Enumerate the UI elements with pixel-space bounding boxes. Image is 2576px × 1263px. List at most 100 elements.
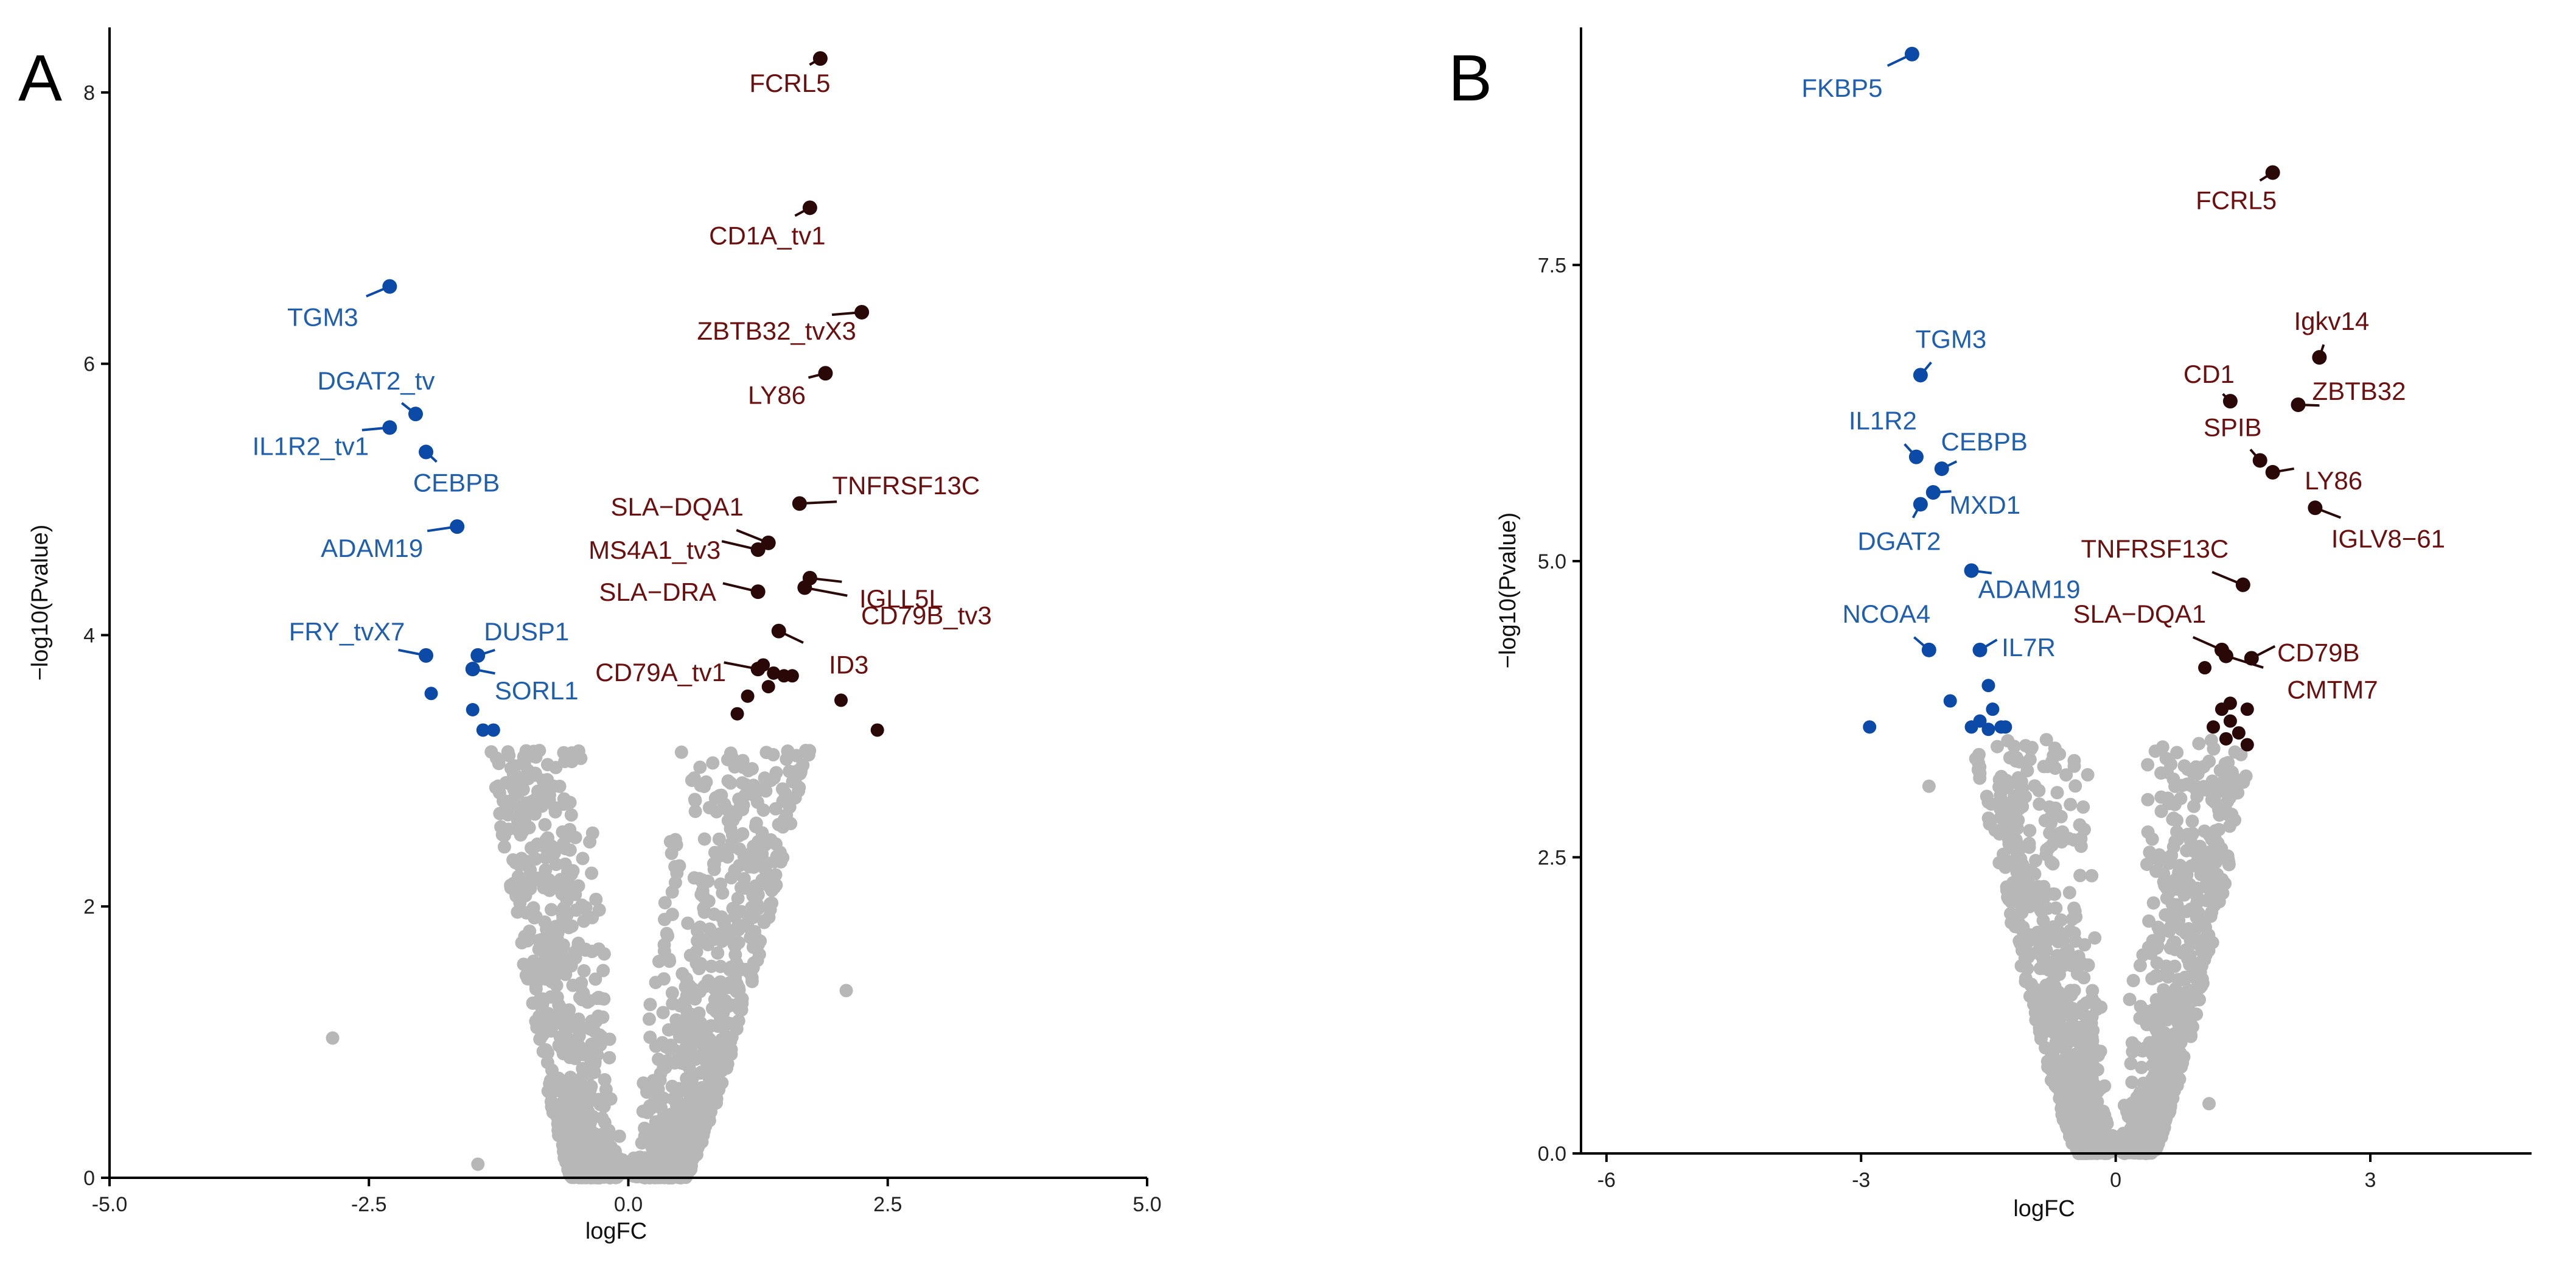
down-regulated-point	[486, 723, 500, 737]
up-regulated-point	[2222, 394, 2238, 409]
ns-point	[2023, 824, 2037, 838]
y-tick-label: 5.0	[1538, 550, 1566, 573]
ns-point	[1991, 740, 2004, 754]
ns-point	[679, 980, 693, 994]
ns-point	[674, 1056, 688, 1070]
y-tick-label: 6	[83, 353, 95, 376]
down-regulated-point	[450, 519, 465, 534]
significant-points	[424, 658, 884, 737]
ns-point	[2020, 764, 2034, 778]
ns-point	[2019, 974, 2033, 988]
x-tick-label: 0.0	[614, 1193, 643, 1216]
ns-point	[688, 805, 702, 818]
ns-point	[749, 820, 763, 833]
gene-label: CD79B	[2277, 638, 2359, 666]
ns-point	[544, 960, 558, 974]
ns-point	[644, 1133, 658, 1147]
ns-point	[640, 1085, 654, 1099]
ns-point	[589, 892, 603, 906]
up-regulated-point	[802, 200, 817, 215]
ns-point	[725, 836, 739, 850]
ns-point	[2022, 841, 2036, 854]
x-tick-label: 3	[2365, 1169, 2376, 1192]
ns-point	[2165, 897, 2179, 911]
down-regulated-point	[1863, 720, 1877, 734]
ns-point	[552, 1038, 566, 1052]
ns-point	[742, 857, 756, 871]
ns-point	[541, 877, 555, 891]
down-regulated-point	[465, 662, 480, 677]
ns-point	[2202, 1097, 2216, 1111]
ns-point	[2059, 1078, 2073, 1092]
ns-point	[709, 1004, 723, 1018]
ns-point	[2072, 1046, 2086, 1060]
ns-point	[1997, 775, 2011, 789]
ns-point	[2152, 1062, 2166, 1076]
ns-point	[557, 797, 571, 811]
ns-point	[704, 1019, 718, 1033]
ns-point	[582, 1095, 596, 1109]
ns-point	[558, 857, 572, 871]
ns-point	[2234, 747, 2248, 761]
up-regulated-point	[2232, 726, 2246, 740]
gene-label: Igkv14	[2294, 307, 2369, 335]
up-regulated-point	[2240, 738, 2254, 752]
ns-point	[2062, 886, 2076, 900]
ns-point	[719, 1015, 733, 1029]
labeled-genes: FKBP5 FCRL5 Igkv14 CD1 ZBTB32 SPIB LY86 IGLV8−6…	[1801, 46, 2445, 704]
ns-point	[736, 798, 750, 812]
ns-point	[682, 1156, 696, 1170]
ns-point	[587, 1153, 601, 1167]
y-tick-label: 0	[83, 1167, 95, 1190]
up-regulated-point	[2312, 350, 2327, 365]
ns-point	[2054, 1055, 2067, 1068]
ns-point	[2161, 970, 2175, 984]
ns-point	[2040, 981, 2053, 995]
ns-point	[575, 898, 589, 912]
ns-point	[577, 964, 591, 978]
ns-point	[664, 1038, 678, 1052]
ns-point	[521, 764, 535, 778]
ns-point	[2141, 792, 2155, 806]
up-regulated-point	[2291, 397, 2306, 412]
panel-a-volcano-plot: A FCRL5 CD1A_tv1 ZBTB32_tvX3 LY86 TNFRSF13C SL…	[18, 27, 1162, 1244]
ns-point	[2002, 813, 2016, 827]
ns-point	[539, 851, 553, 865]
ns-point	[2149, 1024, 2163, 1037]
axes: -5.0 -2.5 0.0 2.5 5.0 0 2 4 6 8 logFC −log10(Pvalue…	[27, 27, 1162, 1244]
ns-point	[658, 896, 672, 910]
ns-point	[2053, 1002, 2067, 1016]
ns-point	[548, 1009, 562, 1023]
ns-point	[2067, 901, 2081, 915]
ns-point	[2114, 1132, 2127, 1146]
ns-point	[536, 992, 550, 1006]
ns-point	[2064, 797, 2078, 811]
ns-point	[2025, 893, 2039, 907]
ns-point	[672, 1085, 686, 1099]
ns-point	[724, 746, 738, 760]
ns-point	[583, 1116, 597, 1130]
ns-point	[2222, 858, 2236, 872]
ns-point	[2141, 825, 2155, 839]
ns-point	[2081, 1090, 2095, 1104]
ns-point	[2070, 1096, 2084, 1110]
ns-point	[2062, 831, 2076, 845]
gene-label: ADAM19	[321, 534, 423, 562]
ns-point	[2170, 746, 2184, 760]
down-regulated-point	[1998, 720, 2012, 734]
ns-point	[661, 1023, 675, 1037]
x-tick-label: 5.0	[1133, 1193, 1161, 1216]
ns-point	[707, 862, 721, 876]
ns-point	[2171, 973, 2185, 987]
ns-point	[2204, 909, 2218, 923]
ns-point	[2179, 885, 2193, 899]
ns-point	[612, 1129, 626, 1143]
ns-point	[549, 1108, 563, 1122]
ns-point	[777, 813, 791, 827]
ns-point	[745, 974, 759, 988]
ns-point	[2046, 857, 2060, 871]
ns-point	[2179, 988, 2193, 1002]
up-regulated-point	[2223, 714, 2237, 728]
gene-label: MXD1	[1949, 491, 2020, 519]
